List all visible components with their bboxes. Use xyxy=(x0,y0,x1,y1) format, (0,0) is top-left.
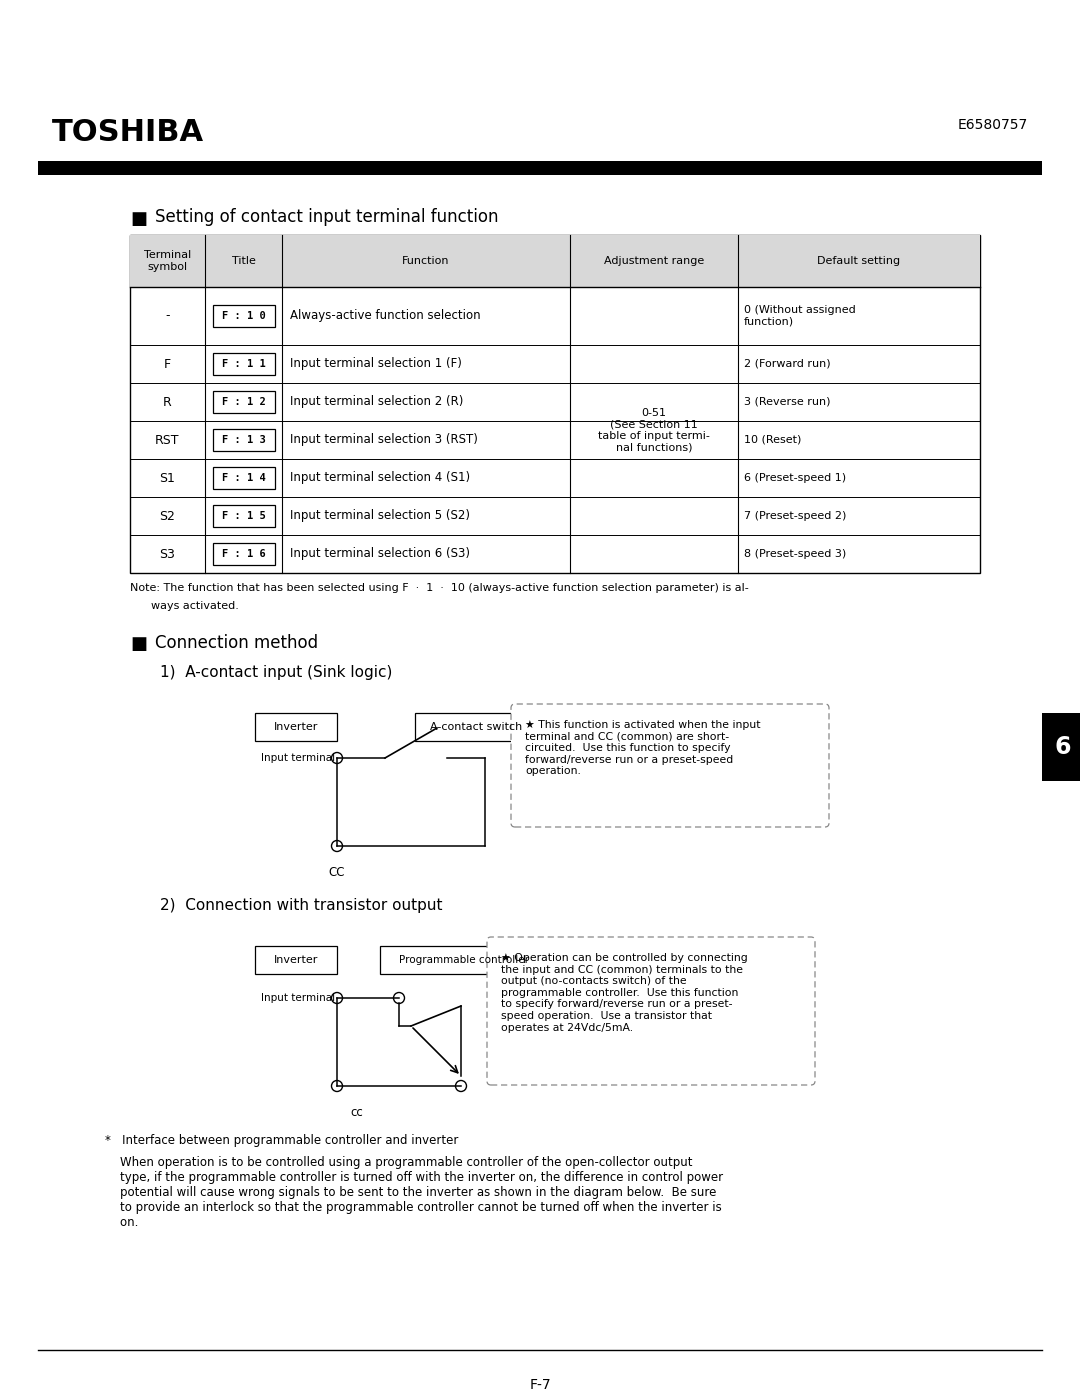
Text: F : 1 1: F : 1 1 xyxy=(221,359,266,369)
Text: S3: S3 xyxy=(160,548,175,560)
Text: F : 1 4: F : 1 4 xyxy=(221,474,266,483)
Text: 1)  A-contact input (Sink logic): 1) A-contact input (Sink logic) xyxy=(160,665,392,680)
Bar xyxy=(130,235,980,573)
Text: Programmable controller: Programmable controller xyxy=(399,956,529,965)
Text: 6 (Preset-speed 1): 6 (Preset-speed 1) xyxy=(744,474,846,483)
Bar xyxy=(213,353,274,374)
Text: TOSHIBA: TOSHIBA xyxy=(52,117,204,147)
Bar xyxy=(213,543,274,564)
Text: F: F xyxy=(164,358,171,370)
Text: Function: Function xyxy=(402,256,449,265)
Text: Adjustment range: Adjustment range xyxy=(604,256,704,265)
Text: F : 1 6: F : 1 6 xyxy=(221,549,266,559)
Bar xyxy=(1042,712,1080,781)
Text: Input terminal: Input terminal xyxy=(261,753,335,763)
Text: E6580757: E6580757 xyxy=(958,117,1028,131)
Text: 10 (Reset): 10 (Reset) xyxy=(744,434,801,446)
Text: ■: ■ xyxy=(130,210,147,228)
Text: A-contact switch: A-contact switch xyxy=(430,722,522,732)
Text: ways activated.: ways activated. xyxy=(130,601,239,610)
Text: 2 (Forward run): 2 (Forward run) xyxy=(744,359,831,369)
Text: Default setting: Default setting xyxy=(818,256,901,265)
Text: 7 (Preset-speed 2): 7 (Preset-speed 2) xyxy=(744,511,847,521)
Text: 3 (Reverse run): 3 (Reverse run) xyxy=(744,397,831,407)
Text: Inverter: Inverter xyxy=(274,722,319,732)
Text: F : 1 2: F : 1 2 xyxy=(221,397,266,407)
Text: Input terminal selection 2 (R): Input terminal selection 2 (R) xyxy=(291,395,463,408)
Bar xyxy=(213,467,274,489)
Text: Title: Title xyxy=(231,256,256,265)
Text: R: R xyxy=(163,395,172,408)
Text: Connection method: Connection method xyxy=(156,634,319,652)
Bar xyxy=(213,504,274,527)
Text: Input terminal selection 6 (S3): Input terminal selection 6 (S3) xyxy=(291,548,470,560)
Text: Input terminal selection 3 (RST): Input terminal selection 3 (RST) xyxy=(291,433,477,447)
Text: S1: S1 xyxy=(160,472,175,485)
Bar xyxy=(213,429,274,451)
Text: 2)  Connection with transistor output: 2) Connection with transistor output xyxy=(160,898,443,914)
Bar xyxy=(38,161,1042,175)
Text: *   Interface between programmable controller and inverter: * Interface between programmable control… xyxy=(105,1134,458,1147)
Text: Setting of contact input terminal function: Setting of contact input terminal functi… xyxy=(156,208,499,226)
Text: F : 1 0: F : 1 0 xyxy=(221,312,266,321)
Text: F-7: F-7 xyxy=(529,1377,551,1391)
Bar xyxy=(255,946,337,974)
FancyBboxPatch shape xyxy=(487,937,815,1085)
Bar xyxy=(213,305,274,327)
Bar xyxy=(130,235,980,286)
Text: -: - xyxy=(165,310,170,323)
Bar xyxy=(415,712,537,740)
Text: RST: RST xyxy=(156,433,179,447)
Text: 8 (Preset-speed 3): 8 (Preset-speed 3) xyxy=(744,549,847,559)
Text: ★ This function is activated when the input
terminal and CC (common) are short-
: ★ This function is activated when the in… xyxy=(525,719,760,777)
Text: Terminal
symbol: Terminal symbol xyxy=(144,250,191,272)
Bar xyxy=(255,712,337,740)
Text: 0 (Without assigned
function): 0 (Without assigned function) xyxy=(744,305,855,327)
Text: Input terminal selection 5 (S2): Input terminal selection 5 (S2) xyxy=(291,510,470,522)
Text: S2: S2 xyxy=(160,510,175,522)
Text: When operation is to be controlled using a programmable controller of the open-c: When operation is to be controlled using… xyxy=(105,1155,724,1229)
Text: Inverter: Inverter xyxy=(274,956,319,965)
Text: cc: cc xyxy=(351,1106,363,1119)
Text: Input terminal: Input terminal xyxy=(261,993,335,1003)
Text: Note: The function that has been selected using F  ·  1  ·  10 (always-active fu: Note: The function that has been selecte… xyxy=(130,583,748,592)
Bar xyxy=(380,946,548,974)
Text: 6: 6 xyxy=(1055,735,1071,759)
Text: Always-active function selection: Always-active function selection xyxy=(291,310,481,323)
Text: F : 1 5: F : 1 5 xyxy=(221,511,266,521)
Text: ■: ■ xyxy=(130,636,147,652)
Text: F : 1 3: F : 1 3 xyxy=(221,434,266,446)
Text: Input terminal selection 1 (F): Input terminal selection 1 (F) xyxy=(291,358,462,370)
Bar xyxy=(213,391,274,414)
FancyBboxPatch shape xyxy=(511,704,829,827)
Text: 0-51
(See Section 11
table of input termi-
nal functions): 0-51 (See Section 11 table of input term… xyxy=(598,408,710,453)
Text: CC: CC xyxy=(328,866,346,879)
Text: Input terminal selection 4 (S1): Input terminal selection 4 (S1) xyxy=(291,472,470,485)
Text: ★ Operation can be controlled by connecting
the input and CC (common) terminals : ★ Operation can be controlled by connect… xyxy=(501,953,747,1032)
